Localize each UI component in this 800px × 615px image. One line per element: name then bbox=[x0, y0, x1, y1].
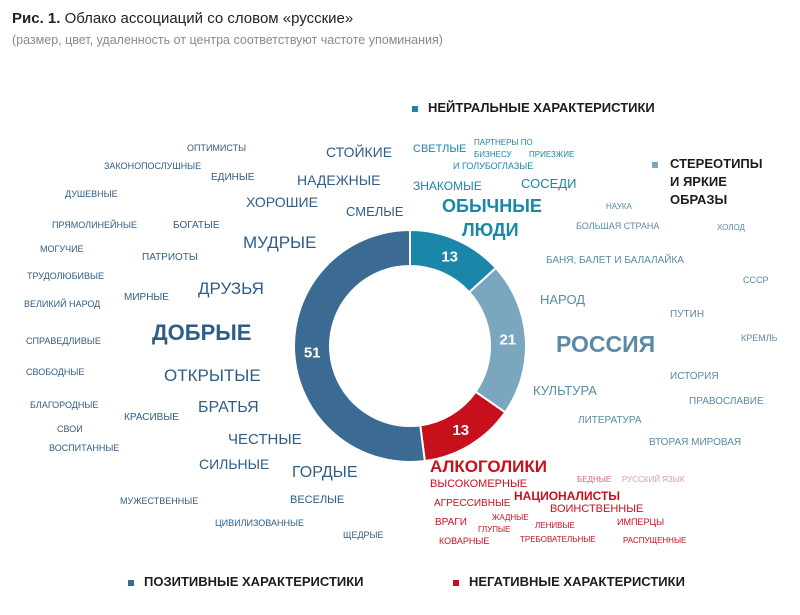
word-stereotype: РОССИЯ bbox=[556, 331, 656, 357]
word-positive: БЛАГОРОДНЫЕ bbox=[30, 400, 99, 410]
word-positive: ЗАКОНОПОСЛУШНЫЕ bbox=[104, 161, 202, 171]
word-stereotype: СССР bbox=[743, 275, 769, 285]
word-negative: ИМПЕРЦЫ bbox=[617, 517, 665, 527]
figure-label: Рис. 1. bbox=[12, 10, 61, 27]
word-neutral: ПРИЕЗЖИЕ bbox=[529, 150, 575, 159]
word-negative: РУССКИЙ ЯЗЫК bbox=[622, 475, 685, 484]
legend-stereotypes-label-1: СТЕРЕОТИПЫ bbox=[670, 156, 763, 171]
legend-negative-marker bbox=[453, 579, 459, 586]
word-negative: НАЦИОНАЛИСТЫ bbox=[514, 489, 621, 503]
donut-chart: 13 21 13 51 bbox=[293, 228, 527, 463]
word-stereotype: БОЛЬШАЯ СТРАНА bbox=[576, 221, 660, 231]
legend-stereotypes: СТЕРЕОТИПЫ И ЯРКИЕ ОБРАЗЫ bbox=[652, 155, 763, 209]
legend-neutral-label: НЕЙТРАЛЬНЫЕ ХАРАКТЕРИСТИКИ bbox=[428, 100, 655, 115]
word-stereotype: ИСТОРИЯ bbox=[670, 371, 719, 382]
word-positive: НАДЕЖНЫЕ bbox=[297, 172, 381, 188]
word-negative: ЖАДНЫЕ bbox=[492, 513, 529, 522]
word-positive: ОПТИМИСТЫ bbox=[187, 143, 247, 153]
word-positive: СВОИ bbox=[57, 424, 83, 434]
word-negative: ВРАГИ bbox=[435, 517, 467, 528]
word-stereotype: КРЕМЛЬ bbox=[741, 333, 778, 343]
word-positive: ГОРДЫЕ bbox=[292, 464, 358, 481]
word-positive: ДОБРЫЕ bbox=[152, 320, 252, 345]
word-positive: ЕДИНЫЕ bbox=[211, 172, 255, 183]
word-neutral: ЛЮДИ bbox=[462, 220, 519, 240]
donut-slice-negative-value-label: 13 bbox=[452, 422, 469, 439]
word-positive: ПРЯМОЛИНЕЙНЫЕ bbox=[52, 220, 137, 230]
word-negative: ГЛУПЫЕ bbox=[478, 525, 511, 534]
word-neutral: ЗНАКОМЫЕ bbox=[413, 179, 482, 193]
word-positive: ЩЕДРЫЕ bbox=[343, 530, 384, 540]
donut-slice-stereotypes bbox=[467, 266, 527, 414]
word-negative: ВОИНСТВЕННЫЕ bbox=[550, 503, 644, 515]
legend-positive-label: ПОЗИТИВНЫЕ ХАРАКТЕРИСТИКИ bbox=[144, 574, 364, 589]
word-positive: КРАСИВЫЕ bbox=[124, 412, 179, 423]
legend-neutral: НЕЙТРАЛЬНЫЕ ХАРАКТЕРИСТИКИ bbox=[412, 100, 655, 115]
donut-slice-positive-value-label: 51 bbox=[304, 344, 321, 361]
word-neutral: ОБЫЧНЫЕ bbox=[442, 196, 542, 216]
word-positive: МОГУЧИЕ bbox=[40, 244, 84, 254]
figure-title: Рис. 1. Облако ассоциаций со словом «рус… bbox=[12, 10, 353, 27]
word-positive: ВЕЛИКИЙ НАРОД bbox=[24, 299, 101, 309]
legend-stereotypes-label-3: ОБРАЗЫ bbox=[670, 192, 728, 207]
word-neutral: СОСЕДИ bbox=[521, 176, 577, 191]
word-negative: РАСПУЩЕННЫЕ bbox=[623, 536, 687, 545]
word-positive: СИЛЬНЫЕ bbox=[199, 456, 270, 472]
word-positive: ДУШЕВНЫЕ bbox=[65, 189, 118, 199]
word-positive: ВЕСЕЛЫЕ bbox=[290, 494, 345, 506]
word-positive: БОГАТЫЕ bbox=[173, 220, 220, 231]
word-positive: СПРАВЕДЛИВЫЕ bbox=[26, 336, 101, 346]
word-neutral: ПАРТНЕРЫ ПО bbox=[474, 138, 533, 147]
word-positive: ТРУДОЛЮБИВЫЕ bbox=[27, 271, 104, 281]
word-positive: ОТКРЫТЫЕ bbox=[164, 366, 261, 385]
word-neutral: И ГОЛУБОГЛАЗЫЕ bbox=[453, 161, 534, 171]
word-stereotype: ПУТИН bbox=[670, 309, 705, 320]
donut-slice-stereotypes-value-label: 21 bbox=[499, 332, 516, 349]
legend-stereotypes-marker bbox=[652, 161, 658, 168]
word-negative: ЛЕНИВЫЕ bbox=[535, 521, 575, 530]
word-stereotype: НАУКА bbox=[606, 202, 632, 211]
word-positive: ЦИВИЛИЗОВАННЫЕ bbox=[215, 518, 304, 528]
donut-slice-neutral-value-label: 13 bbox=[441, 248, 458, 265]
word-positive: ДРУЗЬЯ bbox=[198, 279, 264, 298]
legend-negative: НЕГАТИВНЫЕ ХАРАКТЕРИСТИКИ bbox=[453, 574, 685, 589]
word-positive: МУДРЫЕ bbox=[243, 233, 317, 252]
figure-subtitle: (размер, цвет, удаленность от центра соо… bbox=[12, 33, 443, 47]
word-negative: ВЫСОКОМЕРНЫЕ bbox=[430, 478, 528, 490]
figure-title-text: Облако ассоциаций со словом «русские» bbox=[64, 10, 354, 27]
word-negative: ТРЕБОВАТЕЛЬНЫЕ bbox=[520, 535, 596, 544]
word-positive: СМЕЛЫЕ bbox=[346, 204, 404, 219]
word-stereotype: ХОЛОД bbox=[717, 223, 745, 232]
word-stereotype: ПРАВОСЛАВИЕ bbox=[689, 396, 764, 407]
word-negative: АГРЕССИВНЫЕ bbox=[434, 498, 511, 509]
word-stereotype: ВТОРАЯ МИРОВАЯ bbox=[649, 437, 742, 448]
word-positive: ЧЕСТНЫЕ bbox=[228, 431, 302, 448]
legend-neutral-marker bbox=[412, 105, 418, 112]
word-negative: БЕДНЫЕ bbox=[577, 475, 612, 484]
word-positive: СВОБОДНЫЕ bbox=[26, 367, 85, 377]
word-positive: ПАТРИОТЫ bbox=[142, 252, 198, 263]
word-neutral: БИЗНЕСУ bbox=[474, 150, 512, 159]
word-positive: СТОЙКИЕ bbox=[326, 144, 393, 160]
legend-positive: ПОЗИТИВНЫЕ ХАРАКТЕРИСТИКИ bbox=[128, 574, 364, 589]
word-stereotype: БАНЯ, БАЛЕТ И БАЛАЛАЙКА bbox=[546, 255, 684, 266]
donut-slice-positive bbox=[293, 228, 426, 463]
word-stereotype: ЛИТЕРАТУРА bbox=[578, 415, 642, 426]
word-negative: АЛКОГОЛИКИ bbox=[430, 457, 547, 476]
word-negative: КОВАРНЫЕ bbox=[439, 536, 490, 546]
word-positive: ВОСПИТАННЫЕ bbox=[49, 443, 120, 453]
legend-positive-marker bbox=[128, 579, 134, 586]
legend-negative-label: НЕГАТИВНЫЕ ХАРАКТЕРИСТИКИ bbox=[469, 574, 685, 589]
word-stereotype: НАРОД bbox=[540, 292, 586, 307]
word-positive: ХОРОШИЕ bbox=[246, 194, 318, 210]
word-positive: МУЖЕСТВЕННЫЕ bbox=[120, 496, 199, 506]
word-stereotype: КУЛЬТУРА bbox=[533, 383, 597, 398]
word-neutral: СВЕТЛЫЕ bbox=[413, 143, 467, 155]
legend-stereotypes-label-2: И ЯРКИЕ bbox=[670, 174, 727, 189]
word-positive: МИРНЫЕ bbox=[124, 292, 169, 303]
word-positive: БРАТЬЯ bbox=[198, 399, 259, 416]
